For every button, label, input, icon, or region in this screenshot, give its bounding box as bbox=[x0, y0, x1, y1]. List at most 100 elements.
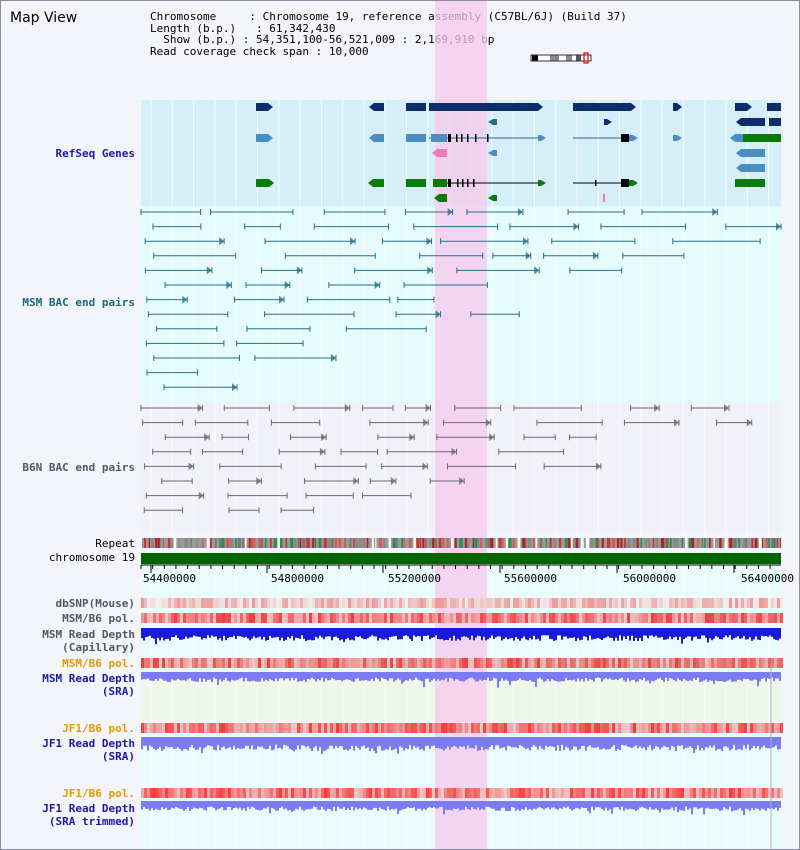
pol-cell bbox=[528, 598, 531, 608]
depth-bar bbox=[733, 737, 735, 745]
selected-region-highlight[interactable] bbox=[435, 1, 487, 850]
pol-cell bbox=[555, 598, 558, 608]
depth-bar bbox=[657, 628, 659, 638]
pol-cell bbox=[747, 788, 750, 798]
pol-cell bbox=[585, 598, 588, 608]
chromosome-ideogram[interactable] bbox=[530, 52, 594, 64]
depth-bar bbox=[519, 801, 521, 811]
depth-bar bbox=[449, 737, 451, 750]
repeat-element bbox=[660, 538, 665, 548]
depth-bar bbox=[363, 737, 365, 746]
depth-bar bbox=[685, 737, 687, 748]
pol-cell bbox=[264, 788, 267, 798]
depth-bar bbox=[163, 737, 165, 750]
pol-cell bbox=[756, 723, 759, 733]
pol-cell bbox=[360, 613, 363, 623]
pol-cell bbox=[636, 598, 639, 608]
pol-cell bbox=[444, 788, 447, 798]
pol-cell bbox=[372, 658, 375, 668]
pol-cell bbox=[705, 658, 708, 668]
depth-bar bbox=[657, 737, 659, 747]
pol-cell bbox=[351, 598, 354, 608]
pol-cell bbox=[381, 613, 384, 623]
pol-cell bbox=[303, 613, 306, 623]
depth-bar bbox=[319, 737, 321, 748]
depth-bar bbox=[201, 801, 203, 809]
pol-cell bbox=[777, 788, 780, 798]
depth-bar bbox=[189, 737, 191, 747]
pol-cell bbox=[741, 723, 744, 733]
depth-bar bbox=[515, 737, 517, 748]
depth-bar bbox=[309, 737, 311, 749]
depth-bar bbox=[307, 672, 309, 679]
depth-bar bbox=[499, 672, 501, 682]
depth-bar bbox=[417, 801, 419, 809]
refseq-genes-track[interactable] bbox=[256, 103, 781, 202]
exon-tick bbox=[456, 134, 458, 142]
pol-cell bbox=[387, 788, 390, 798]
depth-bar bbox=[397, 737, 399, 754]
gene-exon bbox=[735, 134, 743, 142]
depth-bar bbox=[385, 672, 387, 680]
pol-cell bbox=[426, 598, 429, 608]
pol-cell bbox=[501, 788, 504, 798]
depth-bar bbox=[293, 737, 295, 752]
pol-cell bbox=[174, 613, 177, 623]
depth-bar bbox=[177, 737, 179, 748]
repeat-element bbox=[299, 538, 302, 548]
depth-bar bbox=[345, 628, 347, 639]
depth-bar bbox=[713, 672, 715, 685]
repeat-element bbox=[251, 538, 254, 548]
pol-cell bbox=[393, 788, 396, 798]
pol-cell bbox=[261, 723, 264, 733]
pol-cell bbox=[708, 658, 711, 668]
pol-cell bbox=[297, 613, 300, 623]
chromosome-track[interactable] bbox=[141, 553, 781, 564]
pol-cell bbox=[378, 788, 381, 798]
pol-cell bbox=[288, 658, 291, 668]
depth-bar bbox=[415, 801, 417, 811]
msm-bac-track[interactable] bbox=[140, 208, 782, 392]
depth-bar bbox=[221, 672, 223, 682]
depth-bar bbox=[563, 628, 565, 637]
depth-bar bbox=[429, 737, 431, 749]
depth-bar bbox=[467, 628, 469, 638]
depth-bar bbox=[195, 801, 197, 809]
depth-bar bbox=[739, 628, 741, 639]
depth-bar bbox=[753, 801, 755, 811]
depth-bar bbox=[777, 737, 779, 750]
strand-arrow-left bbox=[432, 149, 437, 157]
depth-bar bbox=[465, 628, 467, 637]
pol-cell bbox=[771, 658, 774, 668]
depth-bar bbox=[447, 628, 449, 641]
axis-tick-label: 55600000 bbox=[504, 572, 557, 585]
repeat-element bbox=[235, 538, 237, 548]
depth-bar bbox=[279, 737, 281, 748]
polymorphism-tracks[interactable] bbox=[141, 598, 783, 849]
depth-bar bbox=[325, 672, 327, 679]
depth-bar bbox=[557, 737, 559, 746]
pol-cell bbox=[150, 723, 153, 733]
depth-bar bbox=[737, 628, 739, 637]
repeat-track[interactable] bbox=[141, 538, 782, 548]
pol-cell bbox=[168, 658, 171, 668]
pol-cell bbox=[444, 723, 447, 733]
depth-bar bbox=[257, 672, 259, 682]
depth-bar bbox=[365, 672, 367, 681]
depth-bar bbox=[579, 737, 581, 750]
depth-bar bbox=[197, 672, 199, 682]
depth-bar bbox=[219, 737, 221, 751]
pol-cell bbox=[492, 598, 495, 608]
depth-bar bbox=[573, 628, 575, 638]
pol-cell bbox=[162, 788, 165, 798]
depth-bar bbox=[729, 801, 731, 807]
depth-bar bbox=[497, 672, 499, 688]
bac-end-arrow bbox=[426, 237, 432, 246]
pol-cell bbox=[561, 723, 564, 733]
pol-cell bbox=[627, 788, 630, 798]
depth-bar bbox=[367, 801, 369, 810]
b6n-bac-track[interactable] bbox=[140, 404, 753, 514]
depth-bar bbox=[499, 801, 501, 811]
pol-cell bbox=[576, 598, 579, 608]
